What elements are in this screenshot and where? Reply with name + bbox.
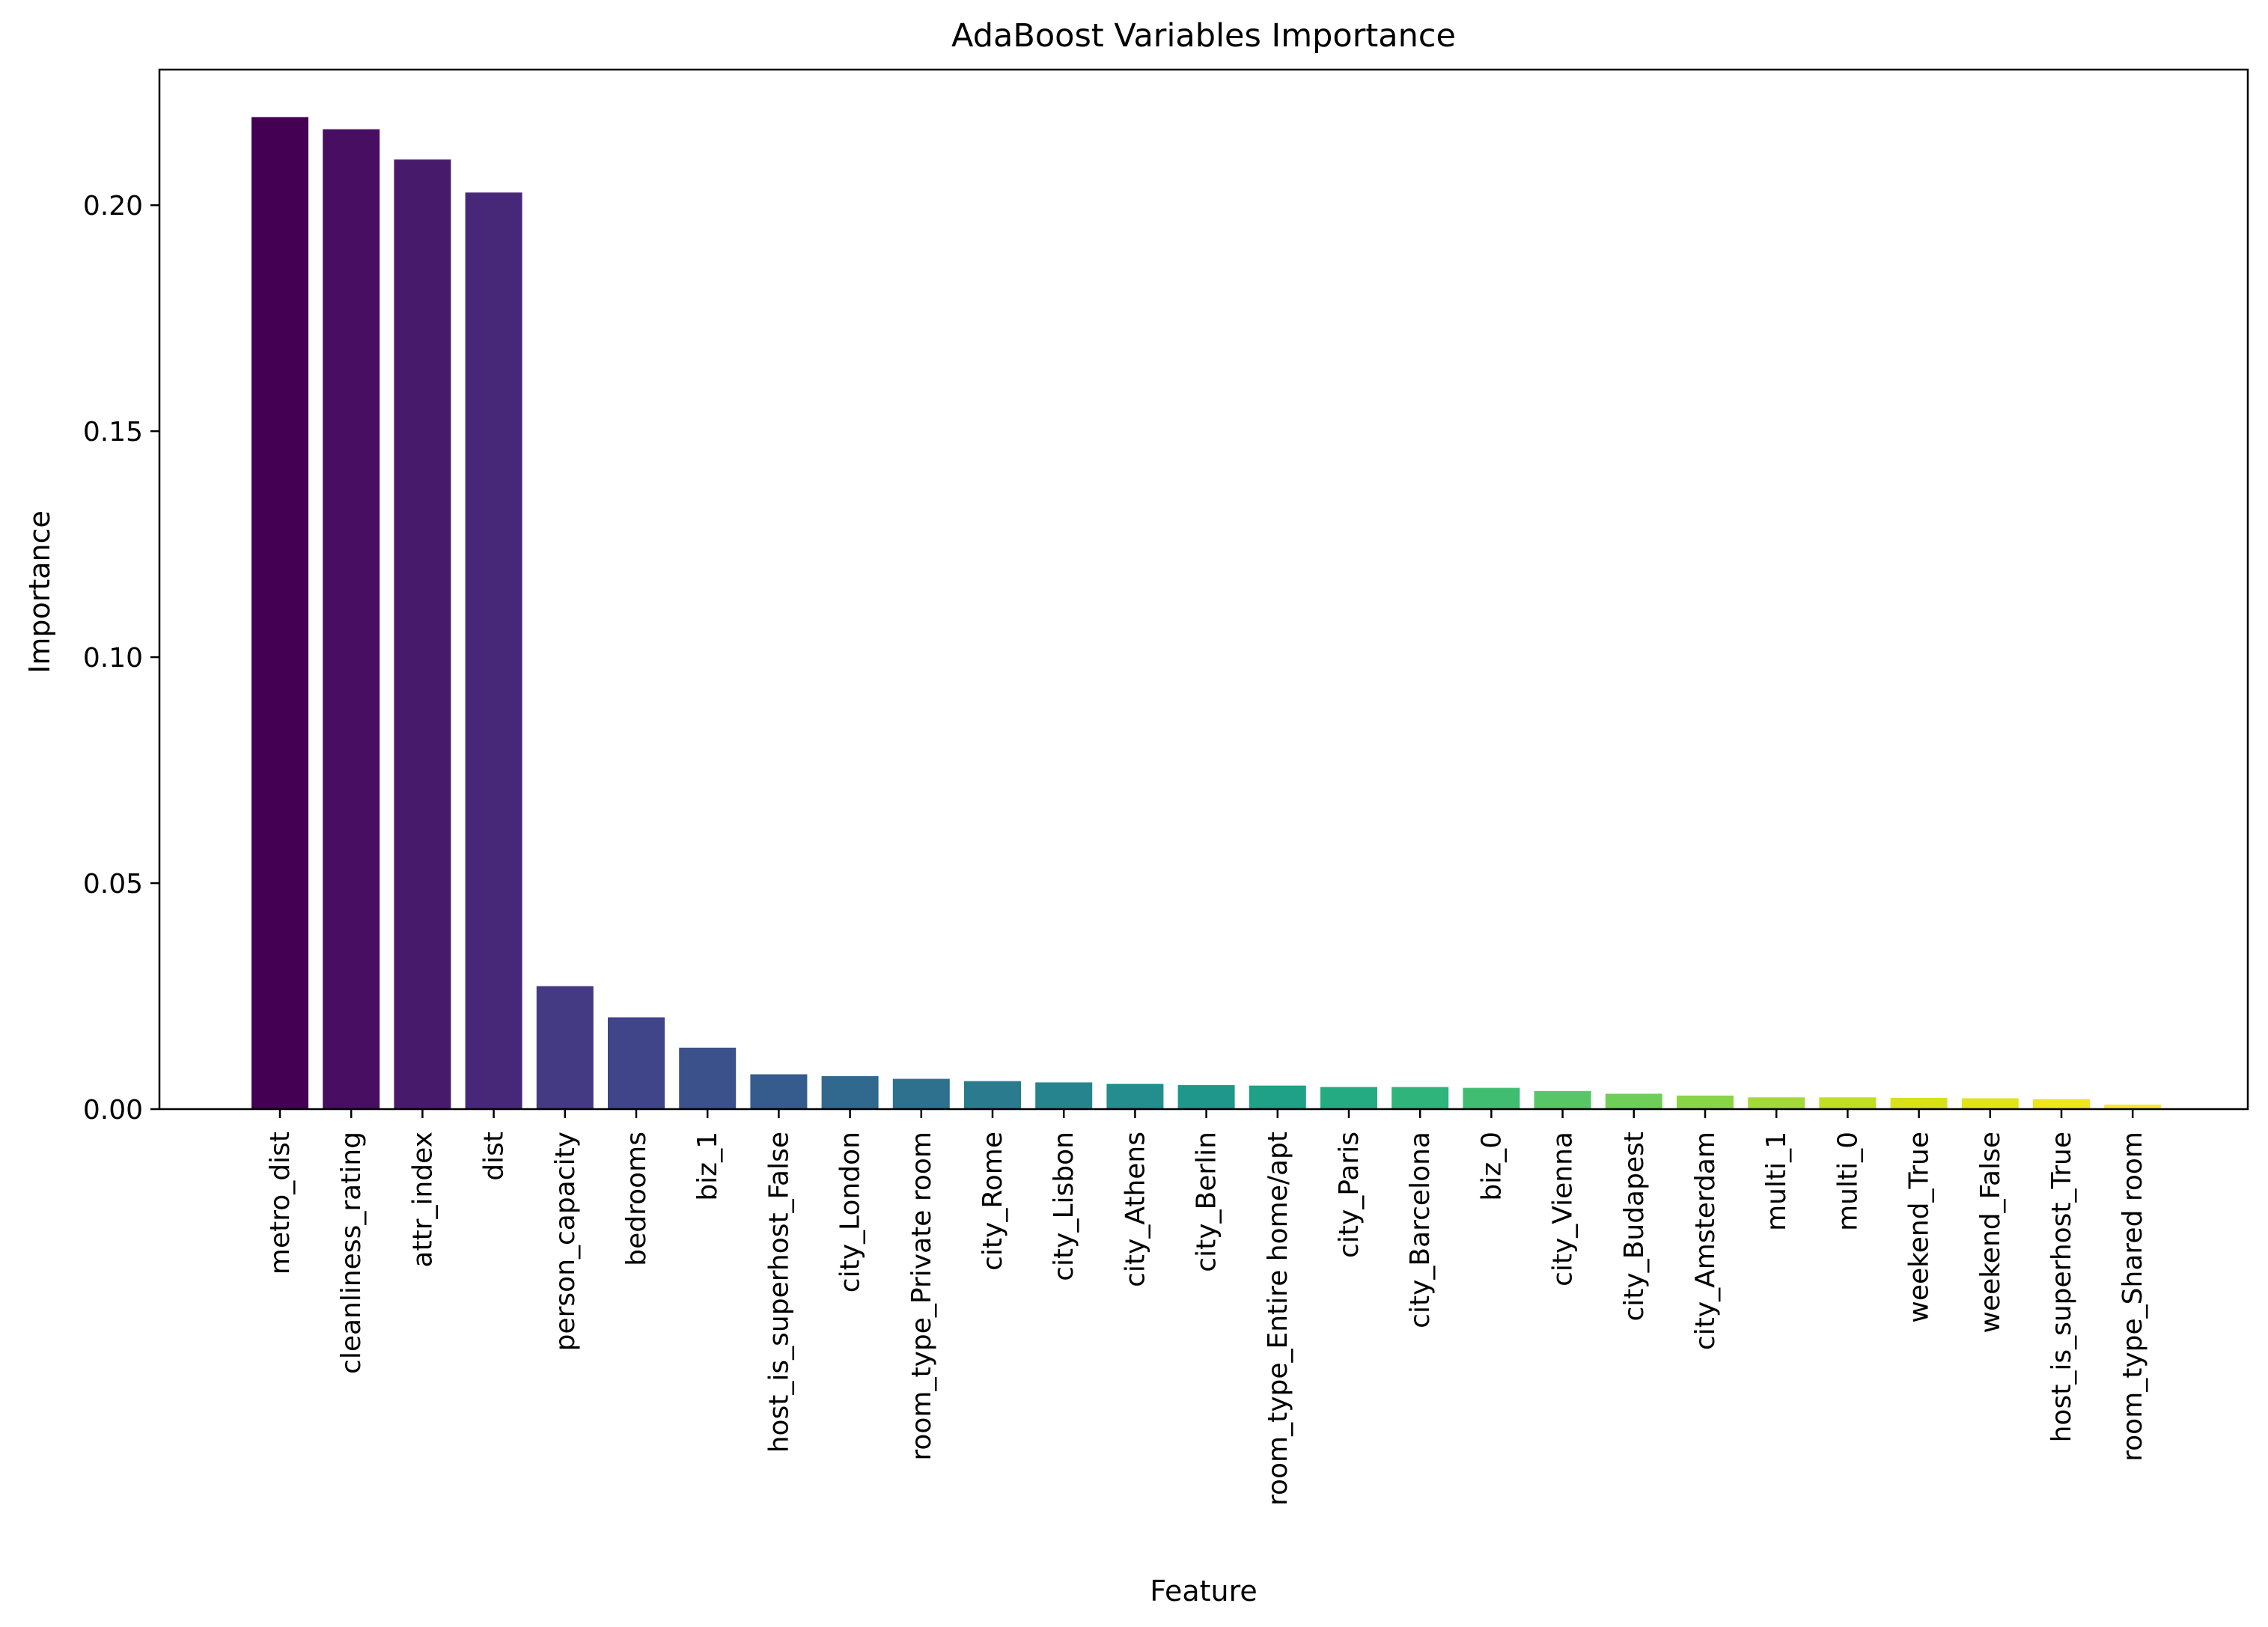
x-tick-label: multi_1 (1761, 1132, 1792, 1231)
plot-frame (158, 68, 2249, 1111)
x-tick-label: room_type_Private room (906, 1132, 937, 1461)
bar (323, 129, 380, 1109)
x-tick-label: city_London (835, 1132, 866, 1292)
x-tick-label: biz_0 (1476, 1132, 1507, 1201)
y-tick-label: 0.15 (83, 417, 143, 448)
bar (1391, 1087, 1449, 1109)
x-tick-label: multi_0 (1832, 1132, 1863, 1231)
y-tick-label: 0.20 (83, 191, 143, 222)
x-tick-label: city_Vienna (1548, 1132, 1579, 1286)
bar (394, 159, 451, 1109)
x-tick-label: city_Lisbon (1049, 1132, 1079, 1281)
x-tick-label: city_Paris (1334, 1132, 1365, 1258)
x-tick-label: metro_dist (265, 1132, 296, 1275)
x-tick-label: city_Budapest (1619, 1132, 1650, 1322)
y-tick-label: 0.10 (83, 643, 143, 674)
x-tick-label: city_Berlin (1192, 1132, 1222, 1272)
bar (1748, 1097, 1805, 1109)
x-tick-label: bedrooms (621, 1132, 652, 1266)
x-tick-label: person_capacity (550, 1132, 581, 1351)
x-tick-label: host_is_superhost_False (763, 1132, 794, 1453)
x-tick-label: cleanliness_rating (336, 1132, 367, 1374)
x-tick-label: host_is_superhost_True (2046, 1132, 2077, 1442)
x-tick-label: city_Barcelona (1405, 1132, 1436, 1328)
bar (608, 1017, 665, 1109)
chart-title: AdaBoost Variables Importance (951, 17, 1456, 55)
bar (964, 1081, 1021, 1109)
x-tick-label: weekend_False (1975, 1132, 2006, 1334)
x-tick-label: attr_index (407, 1132, 438, 1268)
x-axis-ticks: metro_dist cleanliness_rating attr_index di… (265, 1109, 2148, 1506)
bars (252, 117, 2162, 1109)
x-tick-label: weekend_True (1904, 1132, 1935, 1323)
bar (465, 192, 522, 1109)
x-tick-label: biz_1 (692, 1132, 723, 1201)
bar (1320, 1087, 1377, 1109)
bar (2033, 1099, 2090, 1109)
y-tick-label: 0.00 (83, 1095, 143, 1126)
bar (1249, 1085, 1306, 1109)
x-tick-label: city_Athens (1120, 1132, 1150, 1287)
y-axis-ticks: 0.00 0.05 0.10 0.15 0.20 (83, 191, 159, 1126)
bar (1534, 1090, 1591, 1109)
bar (1035, 1082, 1093, 1109)
bar (1605, 1093, 1662, 1109)
bar (536, 986, 594, 1109)
x-axis-label: Feature (1150, 1575, 1258, 1608)
bar (892, 1078, 950, 1109)
x-tick-label: dist (479, 1132, 510, 1181)
bar (1890, 1097, 1948, 1109)
bar (1961, 1098, 2019, 1109)
bar (821, 1075, 879, 1109)
bar (2104, 1104, 2162, 1109)
bar (252, 117, 308, 1109)
x-tick-label: city_Amsterdam (1690, 1132, 1721, 1350)
bar (750, 1074, 808, 1109)
x-tick-label: room_type_Shared room (2118, 1132, 2148, 1462)
bar (1819, 1097, 1877, 1109)
y-tick-label: 0.05 (83, 869, 143, 900)
x-tick-label: city_Rome (978, 1132, 1008, 1271)
bar (1106, 1084, 1164, 1109)
y-axis-label: Importance (23, 510, 56, 674)
bar (1463, 1087, 1520, 1109)
bar (1677, 1095, 1734, 1109)
bar (1177, 1084, 1235, 1109)
bar (679, 1047, 737, 1109)
x-tick-label: room_type_Entire home/apt (1263, 1132, 1293, 1506)
